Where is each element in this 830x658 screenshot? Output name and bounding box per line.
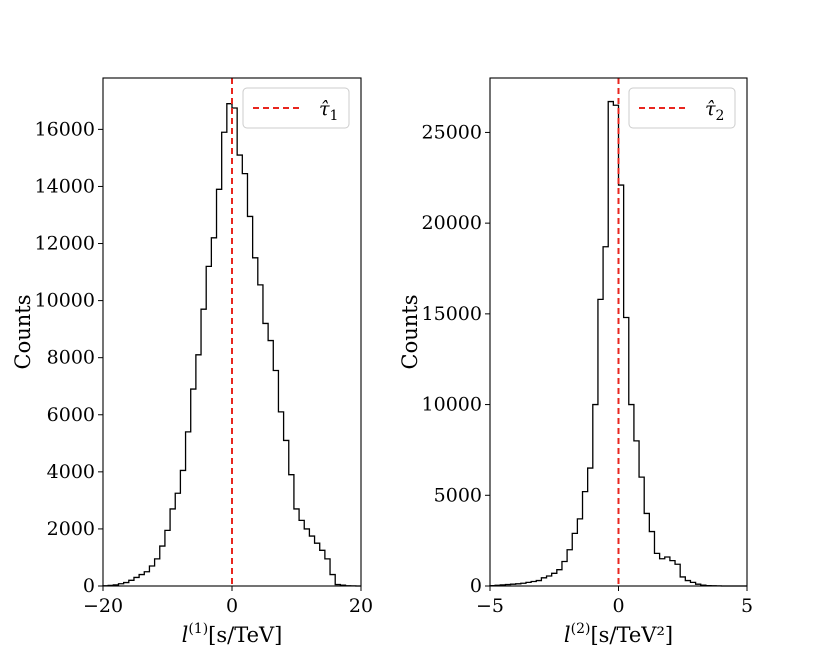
x-tick-label: 0 <box>612 595 624 617</box>
y-tick-label: 2000 <box>47 518 95 540</box>
x-axis-label: l(2)[s/TeV²] <box>564 621 673 647</box>
histogram-panel-left: 0 2000 4000 6000 8000 10000 12000 14000 16000 −20… <box>11 77 373 647</box>
y-tick-label: 14000 <box>35 175 95 197</box>
y-tick-label: 0 <box>470 575 482 597</box>
histogram-step-line <box>489 100 747 587</box>
y-tick-label: 4000 <box>47 461 95 483</box>
legend-label-symbol: τ̂ <box>705 98 716 120</box>
y-axis-label: Counts <box>11 295 35 370</box>
y-tick-label: 25000 <box>422 121 482 143</box>
x-tick-label: 5 <box>741 595 753 617</box>
legend-label: τ̂1 <box>319 98 338 124</box>
y-tick-label: 6000 <box>47 404 95 426</box>
y-axis-label: Counts <box>398 295 422 370</box>
legend-label: τ̂2 <box>705 98 724 124</box>
x-tick-label: −20 <box>83 595 123 617</box>
x-axis-label-symbol: l <box>182 623 189 647</box>
x-axis-label-unit: [s/TeV²] <box>590 623 673 647</box>
legend-label-subscript: 2 <box>716 108 725 124</box>
legend-label-subscript: 1 <box>330 108 339 124</box>
legend-label-symbol: τ̂ <box>319 98 330 120</box>
y-tick-label: 12000 <box>35 233 95 255</box>
x-tick-label: 0 <box>226 595 238 617</box>
y-tick-label: 16000 <box>35 118 95 140</box>
x-axis-label-superscript: (1) <box>188 621 208 637</box>
y-tick-label: 5000 <box>434 484 482 506</box>
y-tick-label: 10000 <box>35 290 95 312</box>
x-axis-label: l(1)[s/TeV] <box>182 621 283 647</box>
x-axis-label-symbol: l <box>564 623 571 647</box>
x-tick-label: 20 <box>349 595 373 617</box>
y-tick-label: 0 <box>83 575 95 597</box>
y-tick-label: 10000 <box>422 394 482 416</box>
x-tick-label: −5 <box>476 595 504 617</box>
y-tick-label: 20000 <box>422 212 482 234</box>
y-tick-label: 15000 <box>422 303 482 325</box>
x-axis-label-superscript: (2) <box>571 621 591 637</box>
x-axis-label-unit: [s/TeV] <box>208 623 282 647</box>
y-tick-label: 8000 <box>47 347 95 369</box>
